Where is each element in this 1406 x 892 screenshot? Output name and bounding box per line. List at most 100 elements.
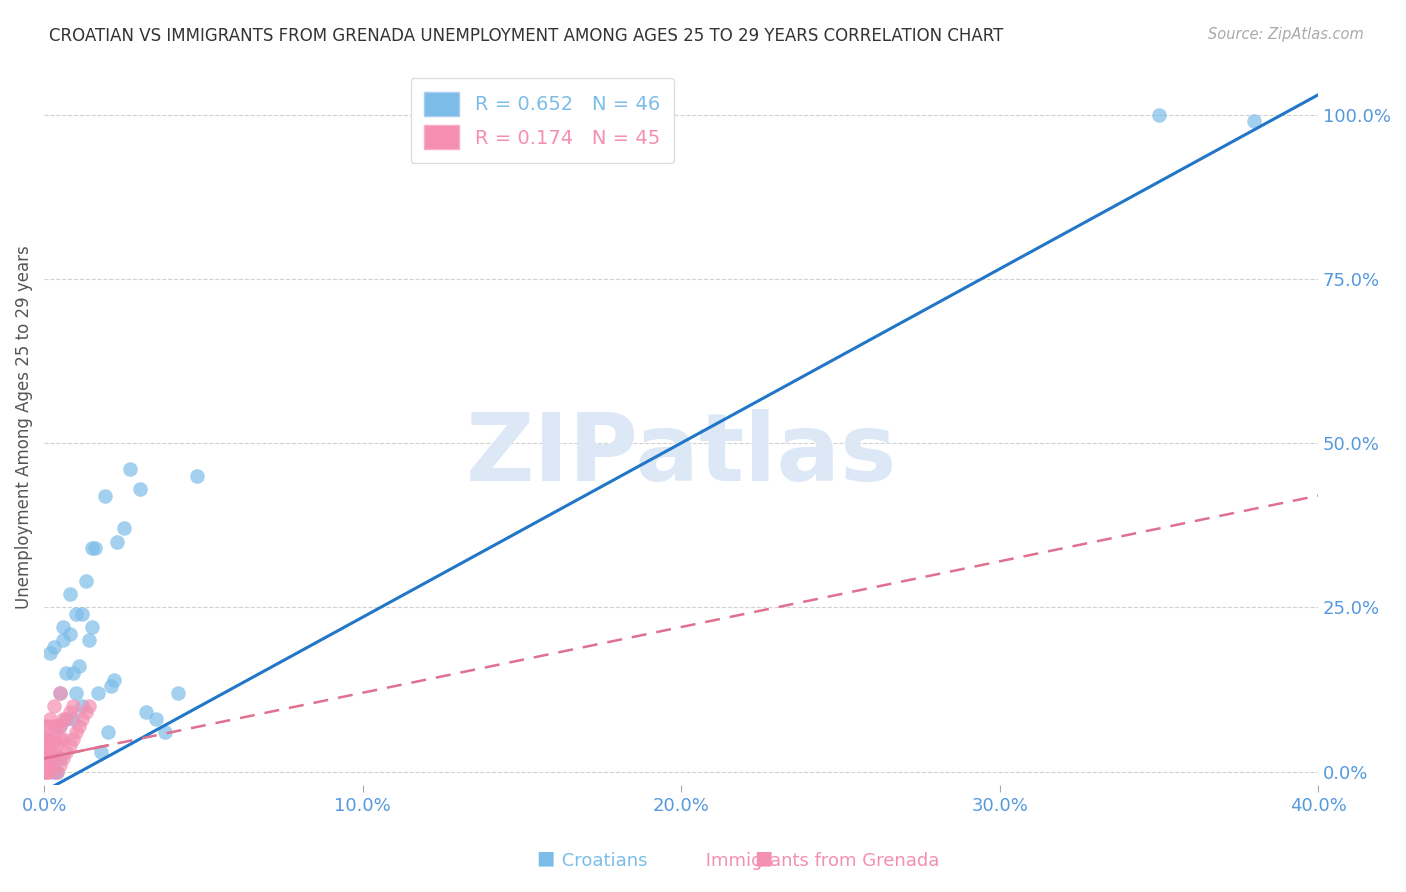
Point xyxy=(52,712,75,726)
Point xyxy=(100,679,122,693)
Point xyxy=(72,607,94,621)
Point xyxy=(42,718,65,732)
Point xyxy=(72,712,94,726)
Point xyxy=(62,666,84,681)
Point xyxy=(37,758,59,772)
Point xyxy=(52,633,75,648)
Point xyxy=(67,718,90,732)
Point xyxy=(42,731,65,746)
Point xyxy=(45,764,67,779)
Point xyxy=(37,751,59,765)
Point xyxy=(90,745,112,759)
Point xyxy=(37,764,59,779)
Text: ■: ■ xyxy=(536,848,555,867)
Legend: R = 0.652   N = 46, R = 0.174   N = 45: R = 0.652 N = 46, R = 0.174 N = 45 xyxy=(411,78,673,162)
Point xyxy=(52,751,75,765)
Point xyxy=(84,541,107,556)
Point xyxy=(49,758,72,772)
Point xyxy=(42,745,65,759)
Point xyxy=(52,620,75,634)
Point xyxy=(58,587,80,601)
Point xyxy=(49,686,72,700)
Point xyxy=(39,758,62,772)
Point xyxy=(32,764,55,779)
Point xyxy=(42,698,65,713)
Text: Source: ZipAtlas.com: Source: ZipAtlas.com xyxy=(1208,27,1364,42)
Point xyxy=(135,706,157,720)
Point xyxy=(37,751,59,765)
Point xyxy=(153,725,176,739)
Point xyxy=(1147,107,1170,121)
Point xyxy=(49,718,72,732)
Point xyxy=(55,712,77,726)
Point xyxy=(1243,114,1265,128)
Point xyxy=(45,718,67,732)
Point xyxy=(58,739,80,753)
Point xyxy=(49,731,72,746)
Point xyxy=(39,764,62,779)
Point xyxy=(145,712,167,726)
Point xyxy=(37,731,59,746)
Point xyxy=(62,698,84,713)
Point xyxy=(49,686,72,700)
Point xyxy=(105,534,128,549)
Text: ■: ■ xyxy=(754,848,773,867)
Text: Immigrants from Grenada: Immigrants from Grenada xyxy=(678,852,939,870)
Point xyxy=(32,718,55,732)
Point xyxy=(103,673,125,687)
Point xyxy=(39,745,62,759)
Point xyxy=(32,745,55,759)
Point xyxy=(62,712,84,726)
Point xyxy=(65,725,87,739)
Point xyxy=(65,607,87,621)
Point xyxy=(45,739,67,753)
Point xyxy=(55,666,77,681)
Point xyxy=(42,751,65,765)
Point xyxy=(77,698,100,713)
Text: ZIPatlas: ZIPatlas xyxy=(465,409,897,501)
Point xyxy=(39,731,62,746)
Point xyxy=(65,686,87,700)
Point xyxy=(37,731,59,746)
Point xyxy=(186,469,208,483)
Point xyxy=(97,725,120,739)
Point xyxy=(72,698,94,713)
Point xyxy=(49,751,72,765)
Point xyxy=(45,764,67,779)
Text: Croatians: Croatians xyxy=(533,852,648,870)
Point xyxy=(32,731,55,746)
Point xyxy=(32,751,55,765)
Point xyxy=(80,541,103,556)
Point xyxy=(39,646,62,660)
Point xyxy=(45,718,67,732)
Point xyxy=(112,521,135,535)
Point xyxy=(39,758,62,772)
Point xyxy=(120,462,142,476)
Point xyxy=(39,712,62,726)
Point xyxy=(49,718,72,732)
Point xyxy=(55,712,77,726)
Point xyxy=(62,731,84,746)
Point xyxy=(58,626,80,640)
Point xyxy=(32,764,55,779)
Point xyxy=(77,633,100,648)
Point xyxy=(58,706,80,720)
Point xyxy=(32,739,55,753)
Point xyxy=(55,745,77,759)
Point xyxy=(32,758,55,772)
Point xyxy=(37,745,59,759)
Point xyxy=(167,686,190,700)
Point xyxy=(67,659,90,673)
Point xyxy=(42,640,65,654)
Text: CROATIAN VS IMMIGRANTS FROM GRENADA UNEMPLOYMENT AMONG AGES 25 TO 29 YEARS CORRE: CROATIAN VS IMMIGRANTS FROM GRENADA UNEM… xyxy=(49,27,1004,45)
Y-axis label: Unemployment Among Ages 25 to 29 years: Unemployment Among Ages 25 to 29 years xyxy=(15,244,32,608)
Point xyxy=(87,686,110,700)
Point xyxy=(80,620,103,634)
Point xyxy=(128,482,150,496)
Point xyxy=(37,718,59,732)
Point xyxy=(42,764,65,779)
Point xyxy=(75,574,97,588)
Point xyxy=(75,706,97,720)
Point xyxy=(93,489,115,503)
Point xyxy=(52,731,75,746)
